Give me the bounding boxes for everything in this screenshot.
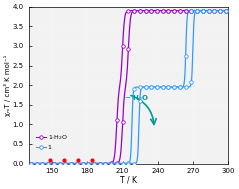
Legend: 1·H$_2$O, 1: 1·H$_2$O, 1 [34, 130, 70, 153]
X-axis label: T / K: T / K [120, 176, 137, 185]
Text: $-$ H$_2$O: $-$ H$_2$O [124, 94, 149, 104]
Y-axis label: χₘT / cm³ K mol⁻¹: χₘT / cm³ K mol⁻¹ [4, 54, 11, 116]
